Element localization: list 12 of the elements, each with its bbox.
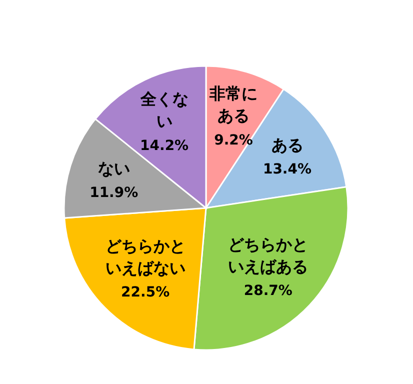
data-label: 13.4% <box>262 162 312 178</box>
slice-label: ない <box>98 158 130 178</box>
slice-label: ある <box>271 135 304 154</box>
data-label: 9.2% <box>214 132 253 148</box>
data-label: 14.2% <box>140 138 189 154</box>
slice-label: どちらかといえばある <box>228 234 308 276</box>
data-label: 11.9% <box>90 185 138 202</box>
slice-label: 全くない <box>139 90 188 131</box>
slice-label: どちらかといえばない <box>105 236 186 278</box>
data-label: 22.5% <box>121 284 170 301</box>
data-label: 28.7% <box>244 283 292 300</box>
slice-label: 非常にある <box>208 84 258 126</box>
